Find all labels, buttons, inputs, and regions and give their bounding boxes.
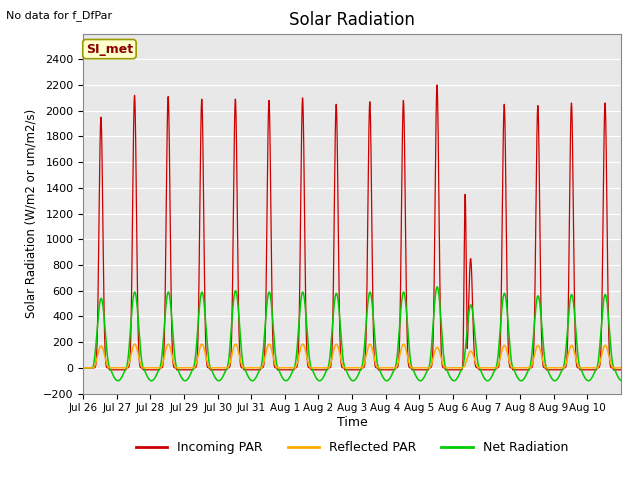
- Text: No data for f_DfPar: No data for f_DfPar: [6, 10, 113, 21]
- X-axis label: Time: Time: [337, 416, 367, 429]
- Title: Solar Radiation: Solar Radiation: [289, 11, 415, 29]
- Legend: Incoming PAR, Reflected PAR, Net Radiation: Incoming PAR, Reflected PAR, Net Radiati…: [131, 436, 573, 459]
- Y-axis label: Solar Radiation (W/m2 or um/m2/s): Solar Radiation (W/m2 or um/m2/s): [24, 109, 37, 318]
- Text: SI_met: SI_met: [86, 43, 133, 56]
